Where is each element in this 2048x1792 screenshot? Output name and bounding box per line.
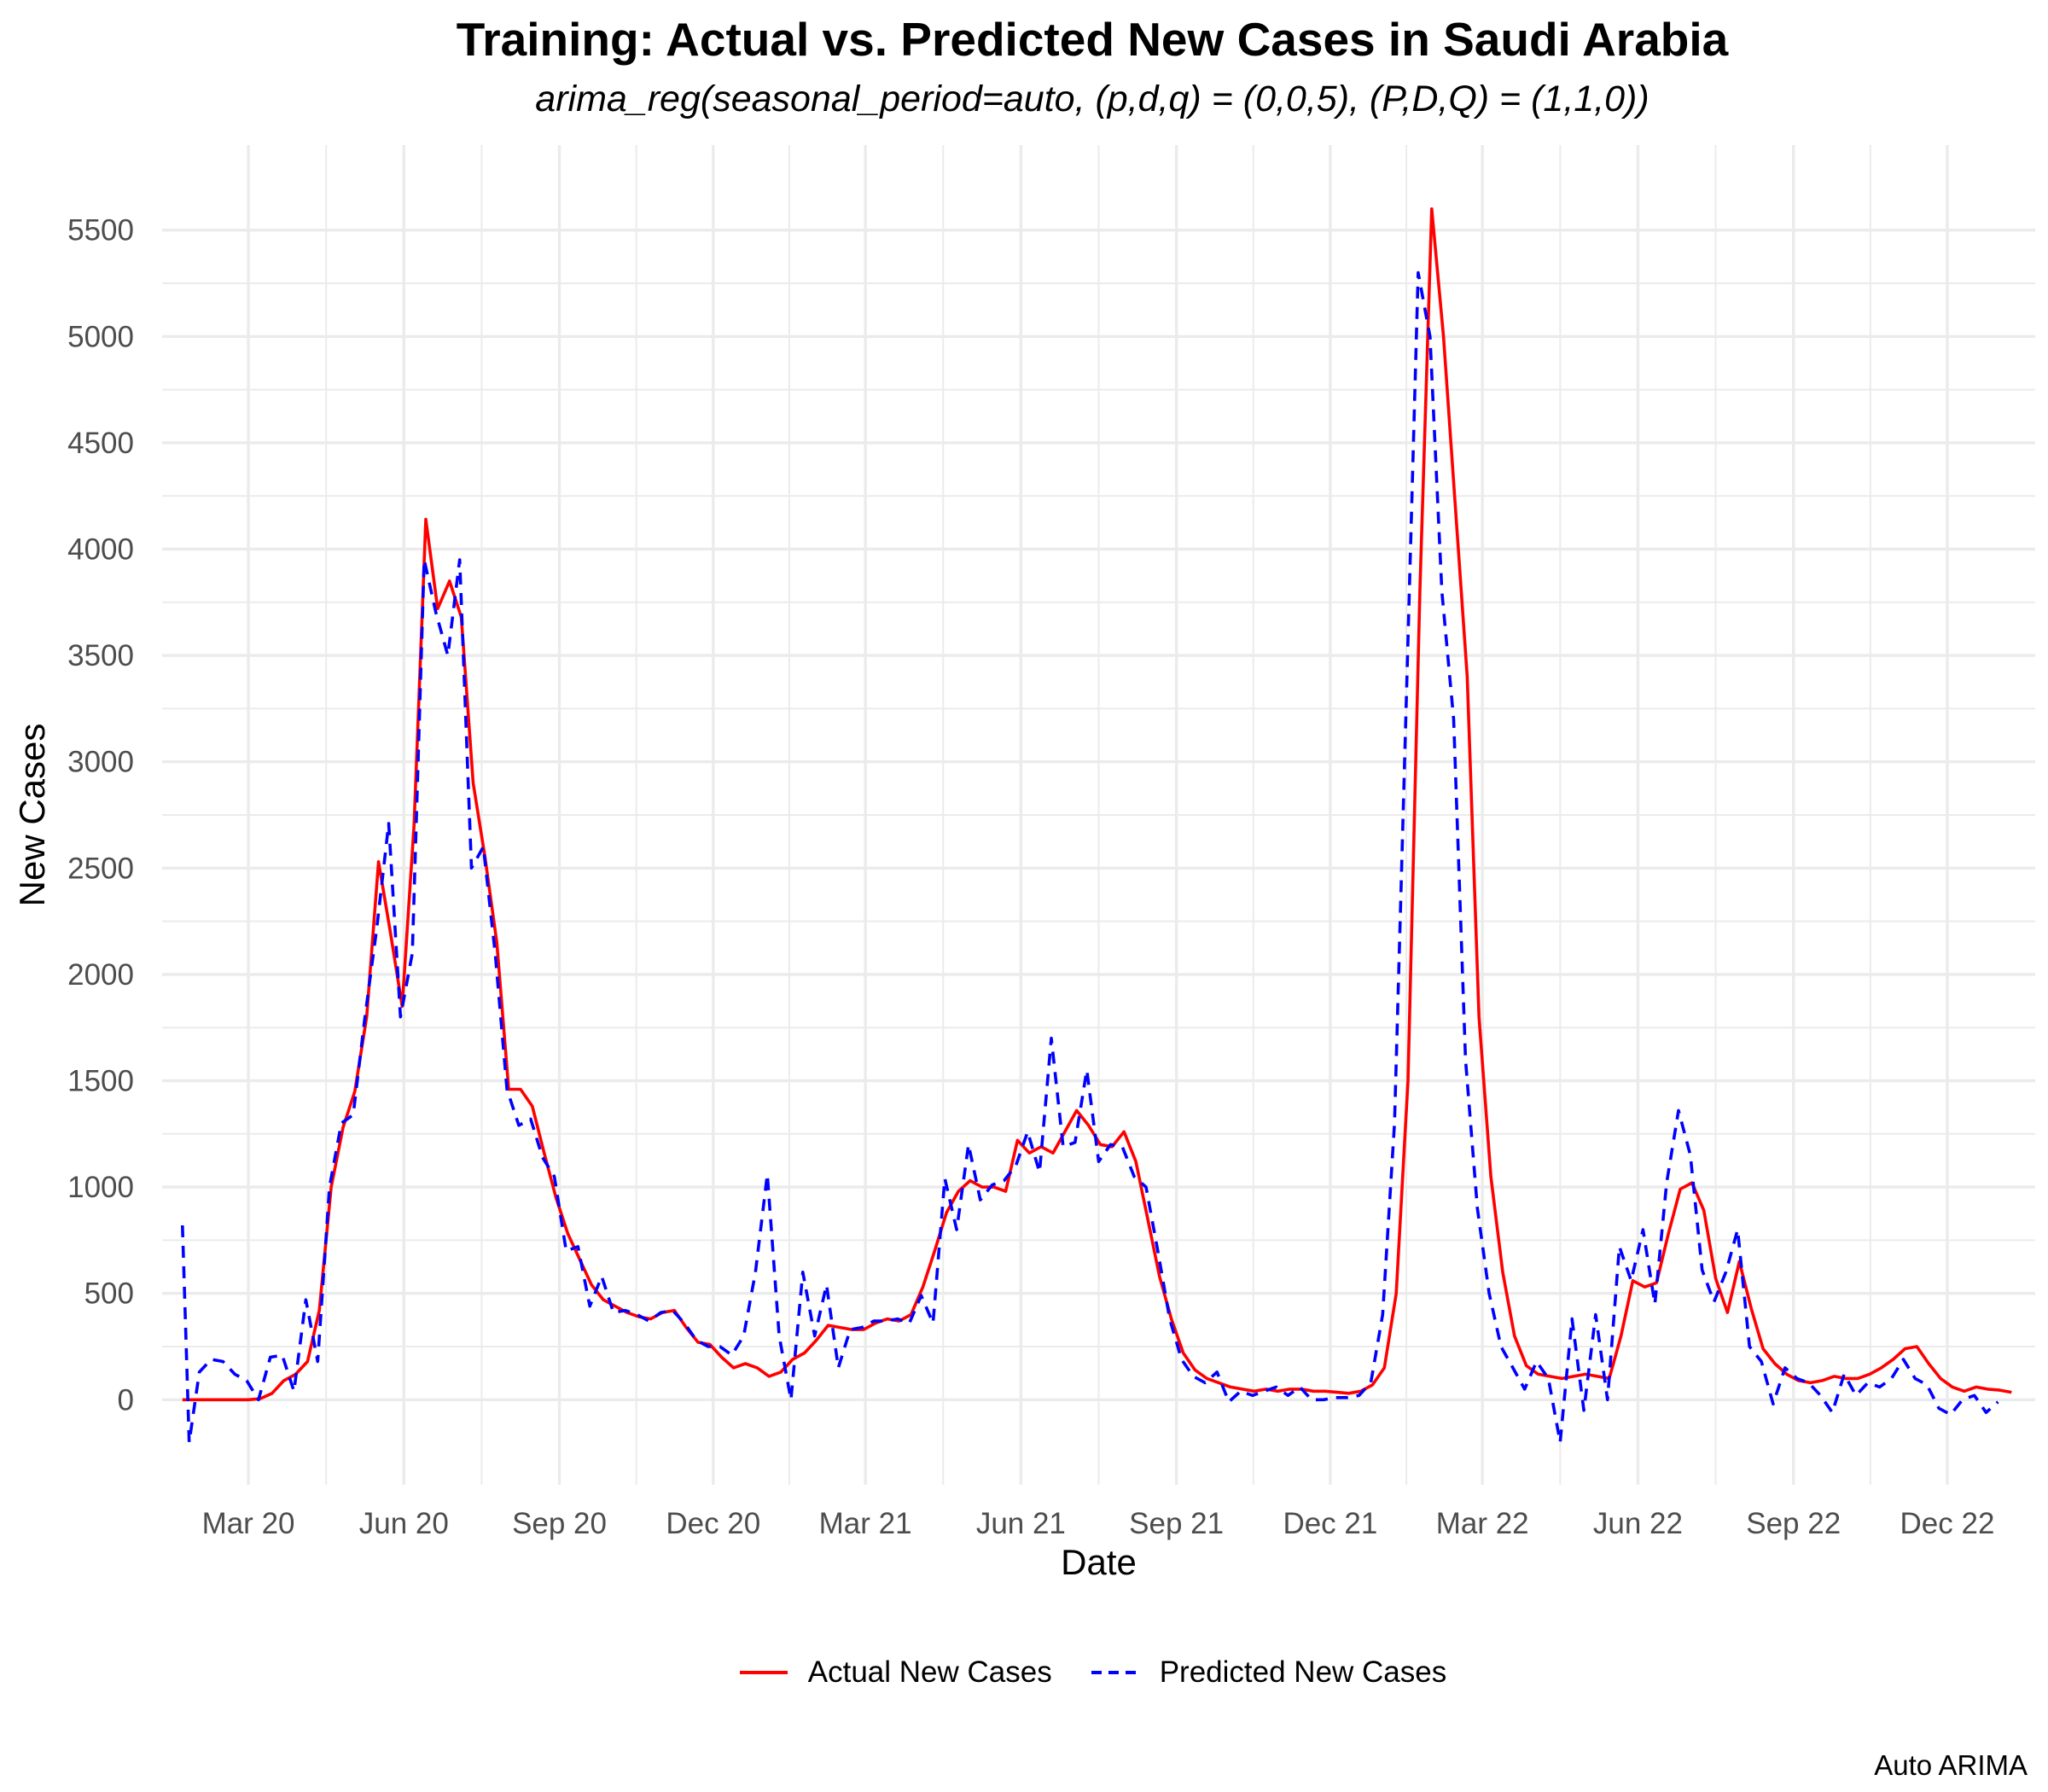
x-axis-ticks: Mar 20 Jun 20 Sep 20 Dec 20 Mar 21 Jun 21 Sep … [202, 1507, 1995, 1540]
x-tick-label: Sep 21 [1129, 1507, 1224, 1540]
x-tick-label: Mar 22 [1436, 1507, 1529, 1540]
y-tick-label: 0 [118, 1383, 134, 1417]
x-tick-label: Dec 21 [1283, 1507, 1377, 1540]
y-axis-title: New Cases [12, 724, 52, 907]
y-tick-label: 2500 [67, 852, 134, 885]
x-axis-title: Date [1061, 1542, 1137, 1582]
legend: Actual New Cases Predicted New Cases [0, 1655, 2048, 1690]
y-tick-label: 3000 [67, 746, 134, 779]
y-tick-label: 1000 [67, 1171, 134, 1204]
series-line-predicted [181, 271, 1999, 1444]
y-tick-label: 5000 [67, 320, 134, 353]
series-lines [181, 207, 2012, 1444]
y-tick-label: 5500 [67, 214, 134, 247]
x-tick-label: Dec 20 [666, 1507, 760, 1540]
legend-label-predicted: Predicted New Cases [1159, 1655, 1447, 1689]
x-tick-label: Jun 21 [976, 1507, 1066, 1540]
x-tick-label: Jun 22 [1593, 1507, 1683, 1540]
y-tick-label: 500 [84, 1277, 134, 1311]
y-tick-label: 1500 [67, 1065, 134, 1098]
y-tick-label: 4000 [67, 532, 134, 566]
grid-lines [162, 145, 2035, 1485]
legend-item-predicted: Predicted New Cases [1090, 1655, 1447, 1690]
y-tick-label: 2000 [67, 958, 134, 992]
y-tick-label: 4500 [67, 427, 134, 460]
legend-item-actual: Actual New Cases [738, 1655, 1052, 1690]
legend-label-actual: Actual New Cases [807, 1655, 1052, 1689]
legend-key-predicted [1091, 1671, 1139, 1674]
x-tick-label: Mar 21 [819, 1507, 912, 1540]
chart-title: Training: Actual vs. Predicted New Cases… [456, 13, 1729, 66]
x-tick-label: Jun 20 [359, 1507, 449, 1540]
legend-key-actual [739, 1671, 788, 1674]
chart-subtitle: arima_reg(seasonal_period=auto, (p,d,q) … [535, 79, 1649, 119]
x-tick-label: Sep 20 [512, 1507, 607, 1540]
chart-caption: Auto ARIMA [1874, 1749, 2028, 1781]
series-line-actual [182, 207, 2012, 1402]
y-axis-ticks: 0 500 1000 1500 2000 2500 3000 3500 4000 4500 5000… [67, 214, 134, 1417]
x-tick-label: Sep 22 [1746, 1507, 1841, 1540]
x-tick-label: Dec 22 [1900, 1507, 1995, 1540]
x-tick-label: Mar 20 [202, 1507, 295, 1540]
y-tick-label: 3500 [67, 639, 134, 672]
